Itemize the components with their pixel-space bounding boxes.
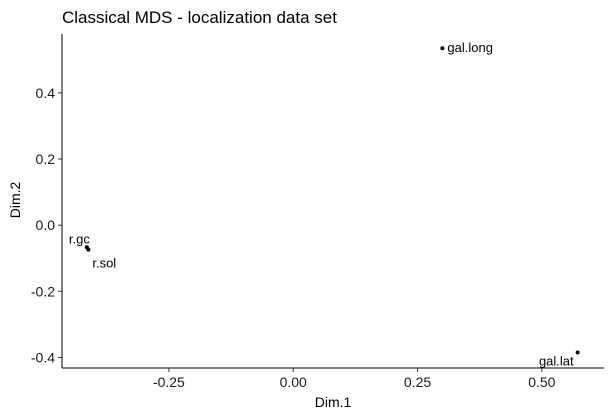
y-tick-label: 0.0 (36, 217, 56, 233)
point-label-r-gc: r.gc (69, 231, 90, 246)
y-tick-label: -0.2 (31, 283, 55, 299)
x-tick-label: 0.25 (404, 374, 431, 390)
y-tick-label: -0.4 (31, 349, 55, 365)
chart-title: Classical MDS - localization data set (62, 8, 337, 27)
point-label-gal-lat: gal.lat (539, 353, 574, 368)
x-axis-title: Dim.1 (315, 394, 352, 410)
y-tick-label: 0.4 (36, 85, 56, 101)
y-axis-title: Dim.2 (7, 182, 23, 219)
data-point-r-sol (86, 247, 91, 252)
point-label-r-sol: r.sol (92, 256, 116, 271)
x-tick-label: 0.50 (528, 374, 555, 390)
x-tick-label: -0.25 (153, 374, 185, 390)
data-point-gal-long (440, 46, 445, 51)
x-tick-label: 0.00 (280, 374, 307, 390)
y-tick-label: 0.2 (36, 151, 56, 167)
data-point-gal-lat (575, 350, 580, 355)
point-label-gal-long: gal.long (447, 40, 493, 55)
plot-area: -0.25 0.00 0.25 0.50 -0.4 -0.2 0.0 0.2 0.4 gal.lo… (31, 34, 604, 390)
